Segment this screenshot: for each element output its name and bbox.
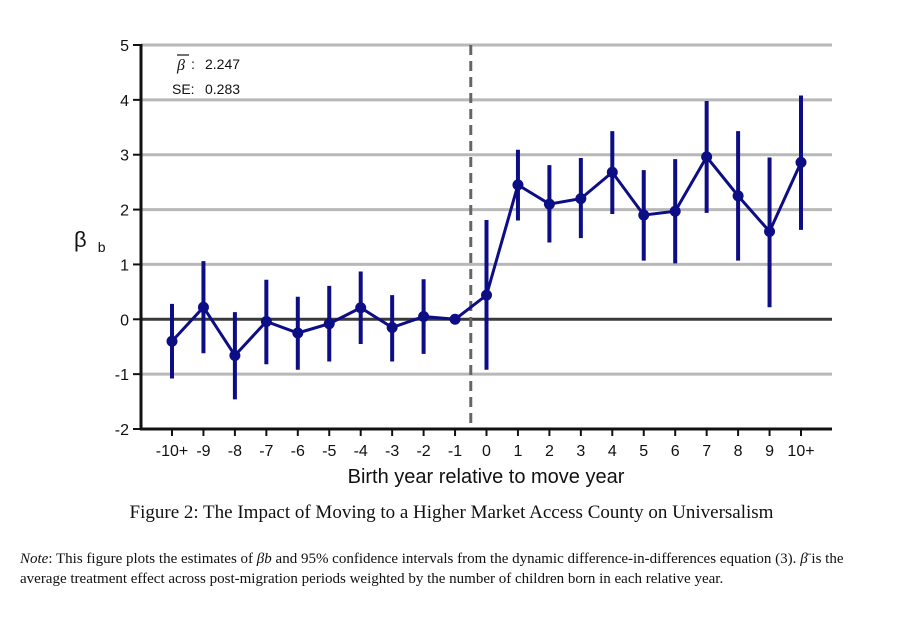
data-point <box>292 327 304 339</box>
x-tick-label: 6 <box>671 443 680 460</box>
y-tick-label: -1 <box>115 367 129 384</box>
x-tick-label: -6 <box>291 443 305 460</box>
x-tick-label: 2 <box>545 443 554 460</box>
y-tick-label: -2 <box>115 422 129 439</box>
y-tick-labels: -2 -1 0 1 2 3 4 5 <box>115 38 141 439</box>
data-point <box>418 311 430 323</box>
x-tick-label: -1 <box>448 443 462 460</box>
x-axis-title: Birth year relative to move year <box>348 466 625 488</box>
y-tick-label: 2 <box>120 203 129 220</box>
y-axis-title-symbol: β <box>74 227 87 252</box>
data-point <box>449 313 461 325</box>
beta-bar-separator: : <box>191 56 195 72</box>
data-point <box>764 226 776 238</box>
data-point <box>229 349 241 361</box>
x-tick-label: 4 <box>608 443 617 460</box>
data-point <box>575 193 587 205</box>
data-point <box>260 315 272 327</box>
figure-note: Note: This figure plots the estimates of… <box>20 549 880 589</box>
data-point <box>638 209 650 221</box>
note-text-1: : This figure plots the estimates of <box>48 551 257 567</box>
y-axis-title-subscript: b <box>98 239 106 255</box>
estimate-points <box>166 151 807 361</box>
x-tick-label: -7 <box>259 443 273 460</box>
y-tick-label: 1 <box>120 257 129 274</box>
x-tick-label: -5 <box>322 443 336 460</box>
data-point <box>481 289 492 301</box>
se-value: 0.283 <box>205 81 240 97</box>
data-point <box>512 179 524 191</box>
data-point <box>669 205 681 217</box>
beta-bar-symbol: β <box>176 57 185 74</box>
se-label: SE: <box>172 81 195 97</box>
data-point <box>355 302 367 314</box>
data-point <box>732 190 744 202</box>
x-tick-label: -10+ <box>156 443 188 460</box>
data-point <box>543 198 555 210</box>
data-point <box>323 318 335 330</box>
data-point <box>386 322 398 334</box>
x-tick-label: 10+ <box>787 443 814 460</box>
note-beta-b: βb <box>256 551 272 567</box>
x-tick-label: 3 <box>576 443 585 460</box>
x-tick-label: 8 <box>734 443 743 460</box>
x-tick-label: -4 <box>354 443 368 460</box>
note-label: Note <box>20 551 49 567</box>
average-effect-annotation: β : 2.247 SE: 0.283 <box>172 54 240 97</box>
x-tick-label: 5 <box>639 443 648 460</box>
x-tick-label: -3 <box>385 443 399 460</box>
note-text-3: is the average treatment effect across p… <box>20 551 844 587</box>
y-tick-label: 5 <box>120 38 129 55</box>
beta-bar-value: 2.247 <box>205 56 240 72</box>
figure-caption: Figure 2: The Impact of Moving to a High… <box>129 502 774 523</box>
x-tick-label: -8 <box>228 443 242 460</box>
y-axis-title: β b <box>74 227 106 255</box>
data-point <box>701 151 713 163</box>
y-tick-label: 0 <box>120 312 129 329</box>
y-tick-label: 4 <box>120 93 129 110</box>
note-text-2: and 95% confidence intervals from the dy… <box>271 551 801 567</box>
event-study-chart: -2 -1 0 1 2 3 4 5 -10+ -9 -8 -7 -6 -5 -4 -3 -2 -1 0 1 2 3 4 5 6… <box>74 38 832 488</box>
data-point <box>795 156 807 168</box>
x-tick-label: 7 <box>702 443 711 460</box>
data-point <box>166 335 178 347</box>
data-point <box>197 301 209 313</box>
note-beta-bar: β̄ <box>800 551 808 567</box>
x-tick-label: -2 <box>416 443 430 460</box>
confidence-intervals <box>170 95 803 400</box>
y-tick-label: 3 <box>120 148 129 165</box>
x-tick-label: -9 <box>196 443 210 460</box>
x-tick-label: 0 <box>482 443 491 460</box>
x-tick-label: 1 <box>513 443 522 460</box>
x-tick-labels: -10+ -9 -8 -7 -6 -5 -4 -3 -2 -1 0 1 2 3 4 5 6 7 8 9 10+ <box>156 429 815 460</box>
data-point <box>606 166 618 178</box>
x-tick-label: 9 <box>765 443 774 460</box>
